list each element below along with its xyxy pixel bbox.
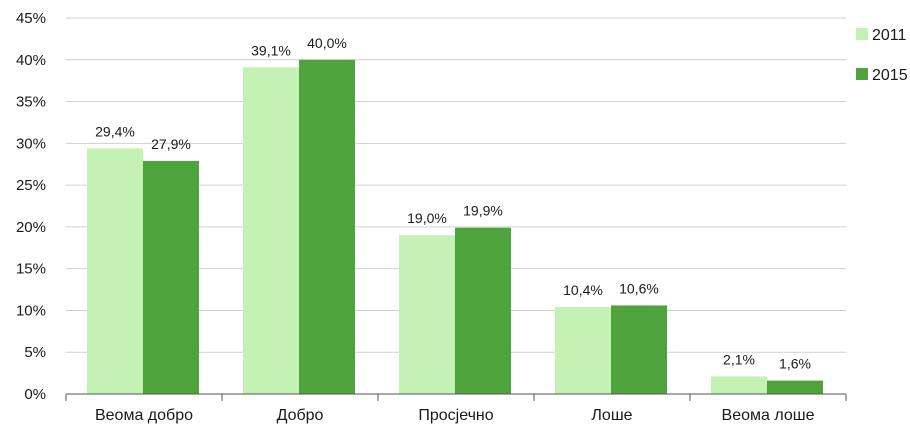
legend-label: 2011	[872, 27, 907, 44]
y-tick-label: 5%	[24, 344, 46, 361]
data-labels: 29,4% 27,9% 39,1% 40,0% 19,0% 19,9% 10,4% 10,6%…	[95, 35, 811, 372]
data-label: 10,4%	[563, 282, 603, 298]
x-axis	[65, 393, 847, 401]
y-tick-label: 30%	[16, 135, 46, 152]
bar-2015-3	[611, 305, 667, 394]
bar-2011-1	[243, 67, 299, 394]
bar-2011-2	[399, 235, 455, 394]
y-tick-label: 15%	[16, 261, 46, 278]
x-axis-category-labels: Веома добро Добро Просјечно Лоше Веома лоше	[95, 407, 815, 424]
bars	[87, 59, 823, 395]
y-axis-tick-labels: 0% 5% 10% 15% 20% 25% 30% 35% 40% 45%	[16, 10, 46, 403]
bar-2011-4	[711, 376, 767, 394]
legend-swatch-2011	[856, 28, 868, 40]
bar-2015-4	[767, 380, 823, 394]
bar-2015-1	[299, 59, 355, 395]
y-tick-label: 0%	[24, 386, 46, 403]
bar-2015-0	[143, 160, 199, 394]
category-label: Веома лоше	[722, 407, 815, 424]
y-tick-label: 10%	[16, 302, 46, 319]
y-tick-label: 35%	[16, 94, 46, 111]
category-label: Лоше	[591, 407, 632, 424]
category-label: Добро	[277, 407, 324, 424]
data-label: 2,1%	[723, 351, 755, 367]
legend: 2011 2015	[856, 27, 908, 84]
data-label: 19,9%	[463, 203, 503, 219]
data-label: 39,1%	[251, 42, 291, 58]
data-label: 10,6%	[619, 280, 659, 296]
y-tick-label: 45%	[16, 10, 46, 27]
y-tick-label: 20%	[16, 219, 46, 236]
y-tick-label: 25%	[16, 177, 46, 194]
data-label: 29,4%	[95, 123, 135, 139]
data-label: 27,9%	[151, 136, 191, 152]
legend-swatch-2015	[856, 68, 868, 80]
legend-label: 2015	[872, 67, 908, 84]
category-label: Веома добро	[95, 407, 193, 424]
data-label: 1,6%	[779, 356, 811, 372]
bar-2011-0	[87, 148, 143, 394]
bar-2015-2	[455, 227, 511, 394]
category-label: Просјечно	[418, 407, 493, 424]
y-tick-label: 40%	[16, 52, 46, 69]
bar-2011-3	[555, 307, 611, 394]
data-label: 19,0%	[407, 210, 447, 226]
data-label: 40,0%	[307, 35, 347, 51]
